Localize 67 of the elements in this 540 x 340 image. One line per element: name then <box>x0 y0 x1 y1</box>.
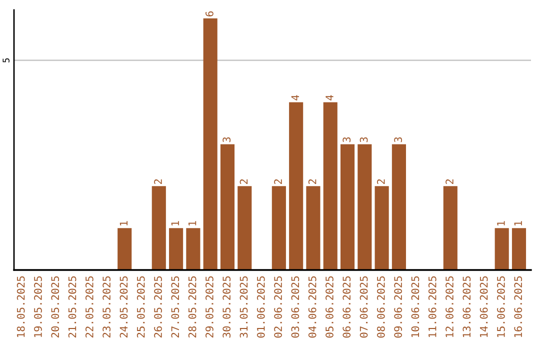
x-tick-label: 13.06.2025 <box>462 276 471 338</box>
data-label: 4 <box>326 95 334 100</box>
bar <box>374 186 389 270</box>
data-label: 2 <box>308 179 316 184</box>
x-tick-label: 31.05.2025 <box>240 276 248 338</box>
x-tick-label: 19.05.2025 <box>34 276 42 338</box>
data-label: 2 <box>376 179 385 184</box>
bar <box>512 228 526 270</box>
x-tick-label: 20.05.2025 <box>51 276 60 338</box>
data-label: 2 <box>240 179 248 184</box>
x-tick-label: 03.06.2025 <box>291 276 300 338</box>
x-tick-label: 08.06.2025 <box>376 276 385 338</box>
bar <box>152 186 166 270</box>
data-label: 2 <box>274 179 282 184</box>
x-tick-label: 27.05.2025 <box>171 276 180 338</box>
x-tick-label: 21.05.2025 <box>68 276 76 338</box>
x-tick-label: 06.06.2025 <box>342 276 351 338</box>
bar <box>186 228 200 270</box>
x-tick-label: 14.06.2025 <box>480 276 488 338</box>
bar <box>118 228 132 270</box>
x-tick-label: 11.06.2025 <box>428 276 436 338</box>
x-tick-label: 22.05.2025 <box>85 276 94 338</box>
bar <box>443 186 458 270</box>
x-tick-label: 30.05.2025 <box>222 276 231 338</box>
x-tick-label: 24.05.2025 <box>120 276 128 338</box>
bar <box>203 18 218 270</box>
x-tick-label: 23.05.2025 <box>102 276 111 338</box>
bar <box>220 144 235 270</box>
data-label: 3 <box>222 137 231 142</box>
x-tick-label: 25.05.2025 <box>136 276 145 338</box>
data-label: 2 <box>154 179 162 184</box>
x-tick-label: 02.06.2025 <box>274 276 282 338</box>
data-label: 6 <box>206 11 214 16</box>
data-label: 3 <box>394 137 402 142</box>
x-tick-label: 29.05.2025 <box>206 276 214 338</box>
bar <box>494 228 509 270</box>
data-label: 1 <box>120 221 128 226</box>
bar <box>323 102 338 270</box>
bar <box>306 186 320 270</box>
bar <box>358 144 372 270</box>
bar <box>238 186 252 270</box>
x-tick-label: 09.06.2025 <box>394 276 402 338</box>
bar <box>340 144 355 270</box>
x-tick-label: 07.06.2025 <box>360 276 368 338</box>
x-tick-label: 12.06.2025 <box>446 276 454 338</box>
y-tick-label: 5 <box>2 58 10 62</box>
data-label: 1 <box>188 221 196 226</box>
x-tick-label: 04.06.2025 <box>308 276 316 338</box>
bar <box>272 186 286 270</box>
x-tick-label: 28.05.2025 <box>188 276 196 338</box>
x-tick-label: 01.06.2025 <box>256 276 265 338</box>
x-tick-label: 05.06.2025 <box>326 276 334 338</box>
data-label: 4 <box>291 95 299 100</box>
data-label: 3 <box>342 137 351 142</box>
data-label: 1 <box>497 221 505 226</box>
data-label: 1 <box>171 221 179 226</box>
x-tick-label: 26.05.2025 <box>154 276 162 338</box>
x-tick-label: 18.05.2025 <box>16 276 25 338</box>
data-label: 3 <box>360 137 368 142</box>
x-tick-label: 16.06.2025 <box>514 276 522 338</box>
data-label: 1 <box>514 221 522 226</box>
x-tick-label: 10.06.2025 <box>411 276 420 338</box>
x-tick-label: 15.06.2025 <box>497 276 505 338</box>
data-label: 2 <box>446 179 454 184</box>
bar <box>289 102 304 270</box>
bar <box>392 144 406 270</box>
bar <box>169 228 184 270</box>
